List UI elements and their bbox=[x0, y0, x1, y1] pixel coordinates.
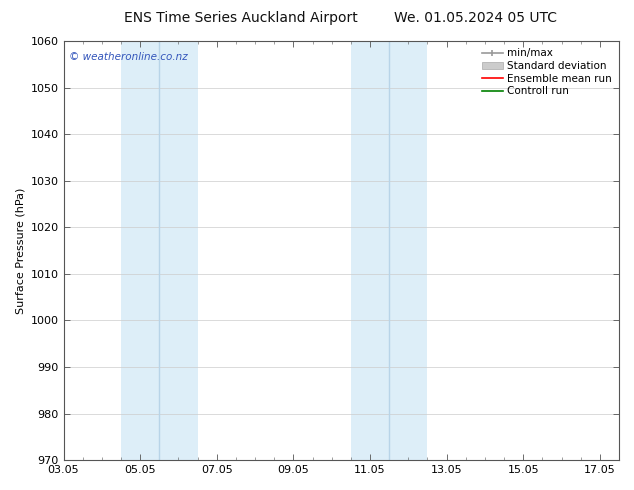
Text: © weatheronline.co.nz: © weatheronline.co.nz bbox=[69, 51, 188, 62]
Y-axis label: Surface Pressure (hPa): Surface Pressure (hPa) bbox=[15, 187, 25, 314]
Legend: min/max, Standard deviation, Ensemble mean run, Controll run: min/max, Standard deviation, Ensemble me… bbox=[480, 46, 614, 98]
Bar bbox=[121, 41, 198, 460]
Bar bbox=[351, 41, 427, 460]
Text: ENS Time Series Auckland Airport: ENS Time Series Auckland Airport bbox=[124, 11, 358, 25]
Text: We. 01.05.2024 05 UTC: We. 01.05.2024 05 UTC bbox=[394, 11, 557, 25]
